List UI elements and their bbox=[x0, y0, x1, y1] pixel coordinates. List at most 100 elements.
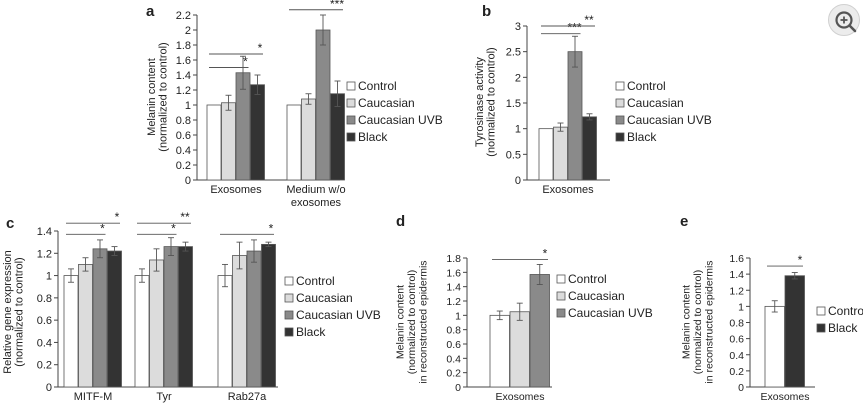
chart-panel-a: a 0 0.2 0.4 0.6 0.8 1 1.2 1.4 1.6 1.8 2 2.2 Melanin c… bbox=[146, 0, 443, 209]
y-tick-label: 1.4 bbox=[729, 269, 744, 281]
legend-label: Control bbox=[627, 79, 666, 93]
significance-label: * bbox=[243, 55, 248, 69]
bar-caucasian-uvb bbox=[529, 274, 550, 388]
x-tick-label: Exosomes bbox=[210, 184, 262, 196]
y-tick-label: 1.2 bbox=[37, 248, 52, 260]
significance-label: *** bbox=[567, 21, 581, 35]
panel-label-e: e bbox=[680, 213, 688, 230]
legend-swatch bbox=[816, 306, 826, 316]
y-tick-label: 1.6 bbox=[729, 253, 744, 265]
legend-swatch bbox=[284, 310, 294, 320]
legend-label: Control bbox=[828, 304, 863, 318]
y-axis-label: (normalized to control) bbox=[14, 257, 26, 366]
y-tick-label: 0.8 bbox=[446, 325, 461, 337]
y-tick-label: 1 bbox=[455, 310, 461, 322]
y-tick-label: 2.5 bbox=[506, 47, 521, 59]
chart-panel-d: d 0 0.2 0.4 0.6 0.8 1 1.2 1.4 1.6 1.8 Melanin conte… bbox=[394, 213, 652, 403]
y-tick-label: 0.2 bbox=[446, 368, 461, 380]
y-tick-label: 0.4 bbox=[176, 145, 191, 157]
bar-black bbox=[178, 246, 193, 388]
legend-swatch bbox=[816, 323, 826, 333]
y-tick-label: 1.6 bbox=[176, 55, 191, 67]
legend-label: Control bbox=[568, 272, 607, 286]
y-tick-label: 0.2 bbox=[729, 366, 744, 378]
y-tick-label: 0.5 bbox=[506, 149, 521, 161]
y-tick-label: 0.8 bbox=[37, 293, 52, 305]
legend-swatch bbox=[284, 293, 294, 303]
x-tick-label: Tyr bbox=[156, 391, 172, 403]
legend-label: Control bbox=[296, 274, 335, 288]
bar-black bbox=[261, 243, 276, 388]
bar-black bbox=[784, 275, 805, 388]
y-tick-label: 1 bbox=[185, 100, 191, 112]
y-tick-label: 0.4 bbox=[729, 350, 744, 362]
significance-label: * bbox=[100, 221, 105, 235]
bar-control bbox=[286, 104, 302, 181]
y-tick-label: 0.4 bbox=[37, 337, 52, 349]
legend-label: Caucasian bbox=[296, 291, 353, 305]
y-tick-label: 0.8 bbox=[729, 318, 744, 330]
y-tick-label: 0 bbox=[455, 382, 461, 394]
legend-swatch bbox=[615, 81, 625, 91]
y-tick-label: 2 bbox=[185, 25, 191, 37]
legend-swatch bbox=[284, 327, 294, 337]
bar-black bbox=[107, 250, 122, 388]
y-tick-label: 1.6 bbox=[446, 267, 461, 279]
legend-label: Caucasian UVB bbox=[358, 113, 443, 127]
y-axis-label: (normalized to control) bbox=[158, 42, 170, 151]
legend-label: Black bbox=[828, 321, 858, 335]
chart-panel-b: b 0 0.5 1 1.5 2 2.5 3 Tyrosinase activity (normal… bbox=[474, 3, 712, 196]
bar-caucasian-uvb bbox=[567, 51, 583, 181]
y-tick-label: 1.4 bbox=[446, 282, 461, 294]
x-tick-label: Exosomes bbox=[760, 391, 809, 403]
y-tick-label: 0.6 bbox=[37, 315, 52, 327]
bar-control bbox=[764, 305, 785, 388]
bar-control bbox=[489, 314, 510, 388]
bar-caucasian-uvb bbox=[246, 250, 262, 388]
bar-caucasian bbox=[553, 126, 568, 181]
legend-swatch bbox=[556, 308, 566, 318]
panel-label-c: c bbox=[6, 215, 14, 232]
y-tick-label: 1 bbox=[738, 301, 744, 313]
zoom-button[interactable] bbox=[828, 4, 860, 36]
bar-caucasian-uvb bbox=[92, 248, 108, 388]
significance-label: *** bbox=[330, 0, 344, 11]
y-tick-label: 1.2 bbox=[446, 296, 461, 308]
x-tick-label: Rab27a bbox=[228, 391, 267, 403]
legend-swatch bbox=[346, 132, 356, 142]
legend-label: Control bbox=[358, 79, 397, 93]
y-axis-label: (normalized to control) bbox=[692, 270, 704, 374]
significance-label: * bbox=[798, 253, 803, 267]
y-tick-label: 1.5 bbox=[506, 98, 521, 110]
y-tick-label: 1.2 bbox=[729, 285, 744, 297]
y-tick-label: 1 bbox=[515, 124, 521, 136]
y-tick-label: 0 bbox=[185, 175, 191, 187]
bar-control bbox=[538, 128, 554, 181]
y-axis-label: in reconstructed epidermis bbox=[417, 260, 429, 383]
significance-label: * bbox=[269, 221, 274, 235]
legend-label: Caucasian bbox=[568, 289, 625, 303]
legend-swatch bbox=[615, 115, 625, 125]
bar-caucasian bbox=[149, 259, 164, 388]
zoom-in-icon bbox=[835, 11, 857, 33]
significance-label: * bbox=[258, 41, 263, 55]
y-tick-label: 0.6 bbox=[729, 334, 744, 346]
y-tick-label: 2 bbox=[515, 72, 521, 84]
panel-label-a: a bbox=[146, 3, 155, 20]
bar-control bbox=[134, 275, 150, 388]
significance-label: * bbox=[115, 210, 120, 224]
y-tick-label: 0.8 bbox=[176, 115, 191, 127]
legend-label: Caucasian bbox=[358, 96, 415, 110]
y-tick-label: 0 bbox=[515, 175, 521, 187]
bar-black bbox=[582, 116, 597, 181]
legend-label: Black bbox=[296, 325, 326, 339]
chart-panel-e: e 0 0.2 0.4 0.6 0.8 1 1.2 1.4 1.6 Melanin content(… bbox=[680, 213, 863, 403]
y-axis-label: Relative gene expression bbox=[2, 250, 14, 374]
legend-label: Caucasian UVB bbox=[627, 113, 712, 127]
legend-label: Black bbox=[627, 130, 657, 144]
y-tick-label: 1.4 bbox=[37, 226, 52, 238]
bar-control bbox=[206, 104, 222, 181]
bar-caucasian bbox=[301, 98, 316, 181]
y-tick-label: 1.2 bbox=[176, 85, 191, 97]
